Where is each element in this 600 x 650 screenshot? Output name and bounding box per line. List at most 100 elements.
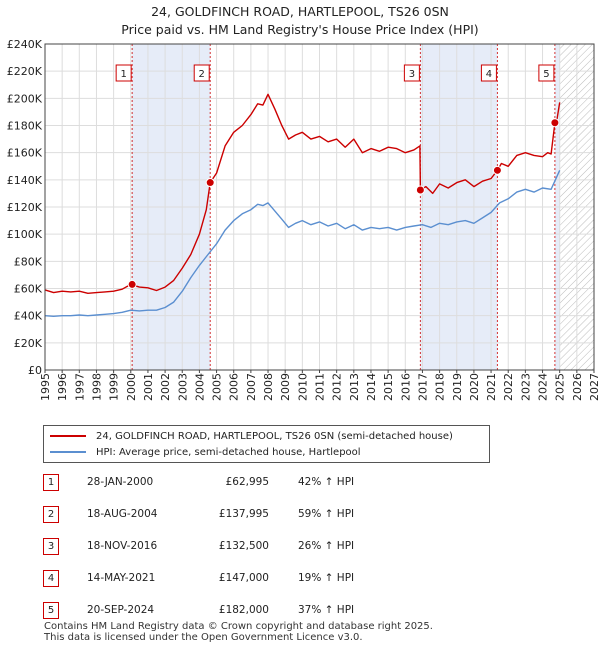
chart-subtitle: Price paid vs. HM Land Registry's House … — [121, 22, 479, 37]
sale-date: 18-AUG-2004 — [87, 508, 158, 520]
sale-label-box: 4 — [480, 64, 497, 82]
x-tick-label: 2014 — [365, 373, 378, 401]
y-tick-label: £60K — [14, 283, 43, 296]
x-tick-label: 2007 — [245, 373, 258, 401]
x-tick-label: 2017 — [416, 373, 429, 401]
sale-point — [550, 118, 560, 128]
y-tick-label: £240K — [7, 38, 43, 51]
footer-line-1: Contains HM Land Registry data © Crown c… — [44, 621, 433, 632]
x-tick-label: 2018 — [434, 373, 447, 401]
x-tick-label: 2006 — [228, 373, 241, 401]
legend-label-hpi: HPI: Average price, semi-detached house,… — [96, 446, 361, 458]
y-tick-label: £100K — [7, 228, 43, 241]
sale-label-number: 2 — [199, 69, 205, 80]
sale-number-badge: 5 — [43, 602, 59, 619]
sale-label-frame — [403, 64, 420, 82]
sale-label-box: 1 — [115, 64, 132, 82]
sale-label-number: 4 — [486, 69, 492, 80]
table-row: 4 14-MAY-2021 £147,000 19% ↑ HPI — [43, 570, 463, 587]
legend-swatch-blue — [50, 451, 86, 453]
x-tick-label: 2011 — [314, 373, 327, 401]
x-tick-label: 2003 — [176, 373, 189, 401]
x-tick-label: 2020 — [468, 373, 481, 401]
x-tick-label: 2023 — [519, 373, 532, 401]
sale-number-badge: 2 — [43, 506, 59, 523]
x-tick-label: 2024 — [537, 373, 550, 401]
legend: 24, GOLDFINCH ROAD, HARTLEPOOL, TS26 0SN… — [43, 425, 490, 463]
sale-point — [492, 165, 502, 175]
x-tick-label: 2021 — [485, 373, 498, 401]
hpi-line — [44, 170, 561, 317]
x-tick-label: 2005 — [211, 373, 224, 401]
sale-number-badge: 1 — [43, 474, 59, 491]
sale-date: 18-NOV-2016 — [87, 540, 158, 552]
sale-hpi-diff: 19% ↑ HPI — [298, 572, 355, 584]
x-tick-label: 2027 — [588, 373, 600, 401]
legend-swatch-red — [50, 435, 86, 437]
sale-price: £147,000 — [218, 572, 269, 584]
y-tick-label: £220K — [7, 65, 43, 78]
y-tick-label: £160K — [7, 147, 43, 160]
table-row: 1 28-JAN-2000 £62,995 42% ↑ HPI — [43, 474, 463, 491]
y-tick-label: £0 — [28, 364, 42, 377]
sale-hpi-diff: 42% ↑ HPI — [298, 476, 355, 488]
sale-point — [127, 279, 137, 289]
price-chart: 1 2 3 4 5 £0 £20K £40K £60K £80K £100K £120K £140K £1… — [7, 38, 600, 401]
footer-line-2: This data is licensed under the Open Gov… — [44, 632, 363, 643]
sale-label-number: 5 — [543, 69, 549, 80]
property-price-line — [44, 93, 561, 294]
chart-title: 24, GOLDFINCH ROAD, HARTLEPOOL, TS26 0SN — [151, 4, 449, 19]
sale-number-badge: 4 — [43, 570, 59, 587]
y-tick-label: £80K — [14, 255, 43, 268]
sale-date: 20-SEP-2024 — [87, 604, 155, 616]
table-row: 2 18-AUG-2004 £137,995 59% ↑ HPI — [43, 506, 463, 523]
x-tick-label: 2013 — [348, 373, 361, 401]
table-row: 5 20-SEP-2024 £182,000 37% ↑ HPI — [43, 602, 463, 619]
sale-label-frame — [193, 64, 210, 82]
x-tick-label: 2004 — [193, 373, 206, 401]
x-tick-label: 2002 — [159, 373, 172, 401]
x-tick-label: 2015 — [382, 373, 395, 401]
x-tick-label: 2010 — [296, 373, 309, 401]
x-tick-label: 1996 — [56, 373, 69, 401]
x-tick-label: 2001 — [142, 373, 155, 401]
sale-date: 28-JAN-2000 — [87, 476, 154, 488]
sale-hpi-diff: 37% ↑ HPI — [298, 604, 355, 616]
sale-label-number: 1 — [120, 69, 126, 80]
x-tick-label: 2022 — [502, 373, 515, 401]
y-tick-label: £120K — [7, 201, 43, 214]
sale-price: £62,995 — [225, 476, 269, 488]
sale-price: £182,000 — [218, 604, 269, 616]
x-tick-label: 1995 — [39, 373, 52, 401]
sale-label-number: 3 — [409, 69, 415, 80]
sale-point — [205, 178, 215, 188]
legend-item-property: 24, GOLDFINCH ROAD, HARTLEPOOL, TS26 0SN… — [50, 428, 453, 444]
legend-label-property: 24, GOLDFINCH ROAD, HARTLEPOOL, TS26 0SN… — [96, 430, 453, 442]
sale-label-box: 3 — [403, 64, 420, 82]
sale-label-frame — [115, 64, 132, 82]
sale-point — [415, 185, 425, 195]
sale-label-frame — [538, 64, 555, 82]
y-tick-label: £180K — [7, 120, 43, 133]
x-tick-label: 2008 — [262, 373, 275, 401]
y-tick-label: £140K — [7, 174, 43, 187]
x-tick-label: 2016 — [399, 373, 412, 401]
sale-hpi-diff: 26% ↑ HPI — [298, 540, 355, 552]
sale-label-frame — [480, 64, 497, 82]
sale-number-badge: 3 — [43, 538, 59, 555]
x-tick-label: 2025 — [554, 373, 567, 401]
x-tick-label: 2009 — [279, 373, 292, 401]
x-tick-label: 1999 — [108, 373, 121, 401]
sale-label-box: 2 — [193, 64, 210, 82]
sale-price: £137,995 — [218, 508, 269, 520]
y-tick-label: £40K — [14, 310, 43, 323]
sale-hpi-diff: 59% ↑ HPI — [298, 508, 355, 520]
sale-label-box: 5 — [538, 64, 555, 82]
x-tick-label: 2026 — [571, 373, 584, 401]
legend-item-hpi: HPI: Average price, semi-detached house,… — [50, 444, 361, 460]
sale-date: 14-MAY-2021 — [87, 572, 156, 584]
sale-price: £132,500 — [218, 540, 269, 552]
x-tick-label: 1998 — [90, 373, 103, 401]
table-row: 3 18-NOV-2016 £132,500 26% ↑ HPI — [43, 538, 463, 555]
footer: Contains HM Land Registry data © Crown c… — [44, 621, 433, 643]
